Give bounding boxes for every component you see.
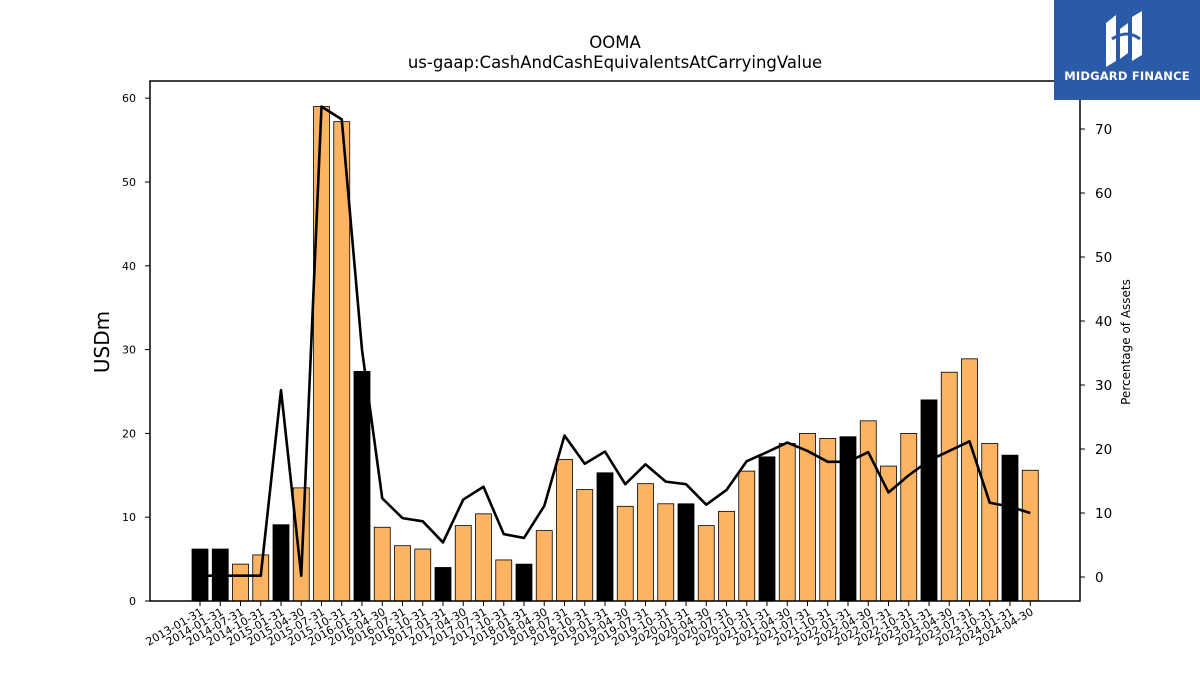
bar-2016-01-31 — [353, 370, 371, 602]
y2-tick-label: 20 — [1095, 442, 1112, 458]
left-axis: 0 10 20 30 40 50 60 — [122, 92, 150, 608]
line-series — [200, 105, 1031, 578]
bar-series — [191, 106, 1039, 602]
bar-2020-01-31 — [677, 503, 695, 602]
y2-tick-label: 60 — [1095, 186, 1112, 202]
bar-2021-04-30 — [778, 443, 796, 602]
y-tick-label: 60 — [122, 92, 136, 105]
bar-2016-04-30 — [373, 526, 391, 602]
bar-2015-01-31 — [272, 524, 290, 602]
y-tick-label: 10 — [122, 511, 136, 524]
y-axis-label: USDm — [90, 311, 114, 373]
bar-2019-01-31 — [596, 472, 614, 602]
x-axis: 2013-01-312014-01-312014-07-312014-10-31… — [144, 601, 1036, 649]
bar-2014-07-31 — [232, 563, 249, 602]
bar-2018-07-31 — [556, 458, 573, 602]
bar-2023-01-31 — [920, 399, 938, 602]
bar-2017-01-31 — [434, 567, 452, 602]
bar-2015-07-31 — [313, 106, 330, 602]
y-tick-label: 0 — [129, 595, 136, 608]
bar-2019-10-31 — [657, 503, 675, 602]
y2-tick-label: 70 — [1095, 122, 1112, 138]
y-tick-label: 20 — [122, 427, 136, 440]
bar-2018-04-30 — [535, 530, 553, 602]
midgard-logo-icon — [1106, 11, 1142, 67]
y2-tick-label: 10 — [1095, 506, 1112, 522]
bar-2019-04-30 — [616, 505, 634, 602]
bar-2022-04-30 — [859, 420, 877, 602]
chart-title: OOMA — [589, 33, 641, 52]
y2-tick-label: 50 — [1095, 250, 1112, 266]
bar-2023-07-31 — [961, 358, 978, 602]
y2-tick-label: 40 — [1095, 314, 1112, 330]
y-tick-label: 30 — [122, 344, 136, 357]
bar-2024-04-30 — [1021, 469, 1039, 602]
y-tick-label: 40 — [122, 260, 136, 273]
logo-text: MIDGARD FINANCE — [1064, 69, 1190, 83]
y2-tick-label: 0 — [1095, 570, 1104, 586]
brand-logo: MIDGARD FINANCE — [1054, 0, 1200, 100]
bar-2020-07-31 — [718, 510, 735, 602]
y-tick-label: 50 — [122, 176, 136, 189]
bar-2020-10-31 — [738, 470, 756, 602]
bar-2018-10-31 — [576, 489, 594, 602]
chart-subtitle: us-gaap:CashAndCashEquivalentsAtCarrying… — [408, 53, 822, 72]
y2-axis-label: Percentage of Assets — [1119, 279, 1133, 405]
right-axis: 0 10 20 30 40 50 60 70 — [1080, 122, 1112, 586]
bar-2017-10-31 — [495, 559, 513, 602]
bar-2023-04-30 — [940, 371, 958, 602]
y2-tick-label: 30 — [1095, 378, 1112, 394]
bar-2022-10-31 — [900, 432, 918, 602]
bar-2018-01-31 — [515, 563, 533, 602]
bar-2014-10-31 — [252, 554, 270, 602]
bar-2024-01-31 — [1001, 454, 1019, 602]
bar-2021-07-31 — [799, 432, 816, 602]
bar-2021-01-31 — [758, 456, 776, 602]
plot-frame — [149, 80, 1081, 602]
bar-2017-07-31 — [475, 513, 492, 602]
bar-2015-04-30 — [292, 487, 310, 602]
bar-2020-04-30 — [697, 525, 715, 602]
percentage-line — [200, 105, 1031, 578]
bar-2023-10-31 — [981, 443, 999, 602]
bar-2016-10-31 — [414, 548, 432, 602]
bar-2016-07-31 — [394, 545, 411, 602]
bar-2019-07-31 — [637, 483, 654, 602]
bar-2017-04-30 — [454, 525, 472, 602]
